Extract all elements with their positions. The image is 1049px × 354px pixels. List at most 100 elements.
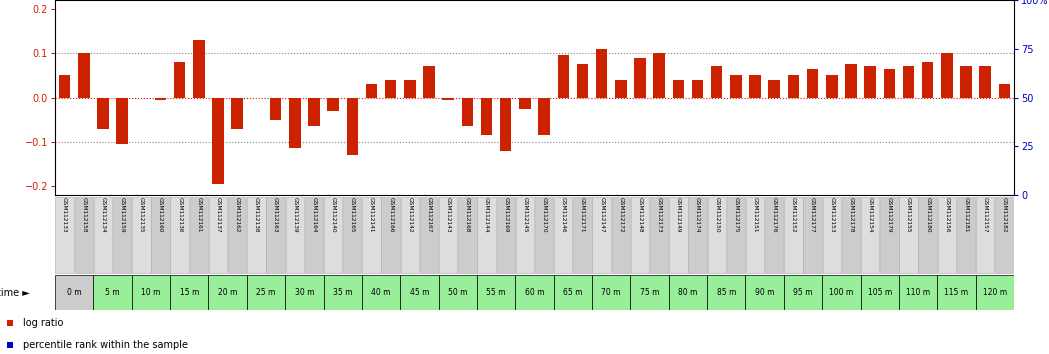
Text: GSM112179: GSM112179 <box>886 198 892 233</box>
Bar <box>458 196 476 273</box>
Bar <box>672 80 684 97</box>
Bar <box>845 64 857 97</box>
Point <box>440 106 456 112</box>
Text: GSM112169: GSM112169 <box>504 198 508 233</box>
Text: 10 m: 10 m <box>142 288 160 297</box>
Text: GSM112153: GSM112153 <box>830 198 834 233</box>
Bar <box>612 196 630 273</box>
Point <box>210 173 227 178</box>
Bar <box>707 275 746 310</box>
Bar <box>500 97 512 151</box>
Text: GSM112158: GSM112158 <box>81 198 86 233</box>
Bar <box>976 196 994 273</box>
Bar <box>285 275 323 310</box>
Bar <box>519 97 531 109</box>
Point <box>862 59 879 65</box>
Bar <box>593 196 611 273</box>
Point <box>939 59 956 65</box>
Bar <box>691 80 703 97</box>
Text: 45 m: 45 m <box>410 288 429 297</box>
Bar <box>171 196 189 273</box>
Bar <box>270 97 281 120</box>
Text: 70 m: 70 m <box>601 288 621 297</box>
Bar <box>193 40 205 97</box>
Bar <box>385 80 397 97</box>
Text: GSM112144: GSM112144 <box>484 198 489 233</box>
Text: 5 m: 5 m <box>105 288 120 297</box>
Point <box>958 50 975 56</box>
Bar <box>496 196 515 273</box>
Point <box>708 63 725 69</box>
Bar <box>880 196 899 273</box>
Bar <box>826 75 837 97</box>
Text: GSM112148: GSM112148 <box>638 198 642 233</box>
Bar <box>727 196 745 273</box>
Bar <box>308 97 320 126</box>
Point <box>459 118 476 124</box>
Bar <box>346 97 358 155</box>
Point <box>842 50 859 56</box>
Bar <box>443 97 454 100</box>
Text: GSM112138: GSM112138 <box>254 198 259 233</box>
Bar <box>382 196 400 273</box>
Point <box>631 40 648 46</box>
Point <box>574 59 591 65</box>
Bar <box>55 275 93 310</box>
Text: GSM112174: GSM112174 <box>695 198 700 233</box>
Text: 65 m: 65 m <box>563 288 582 297</box>
Bar <box>285 196 304 273</box>
Bar <box>749 75 761 97</box>
Bar <box>401 196 419 273</box>
Point <box>766 56 783 61</box>
Point <box>286 124 303 130</box>
Bar <box>654 53 665 97</box>
Bar <box>113 196 131 273</box>
Text: GSM112178: GSM112178 <box>849 198 854 233</box>
Bar <box>976 275 1014 310</box>
Bar <box>304 196 323 273</box>
Text: 115 m: 115 m <box>944 288 968 297</box>
Point <box>747 69 764 75</box>
Text: GSM112163: GSM112163 <box>273 198 278 233</box>
Text: GSM112152: GSM112152 <box>791 198 796 233</box>
Bar <box>807 69 818 97</box>
Bar <box>746 275 784 310</box>
Text: log ratio: log ratio <box>23 318 63 328</box>
Point <box>402 59 419 65</box>
Text: GSM112142: GSM112142 <box>407 198 412 233</box>
Point <box>728 54 745 59</box>
Bar <box>804 196 821 273</box>
Text: GSM112135: GSM112135 <box>138 198 144 233</box>
Bar <box>462 97 473 126</box>
Bar <box>769 80 780 97</box>
Bar <box>248 196 265 273</box>
Text: 15 m: 15 m <box>179 288 199 297</box>
Bar <box>480 97 492 135</box>
Text: GSM112173: GSM112173 <box>657 198 662 233</box>
Bar <box>577 64 588 97</box>
Text: 50 m: 50 m <box>448 288 468 297</box>
Text: GSM112140: GSM112140 <box>330 198 336 233</box>
Point <box>689 21 706 26</box>
Point <box>229 67 245 73</box>
Bar <box>980 67 991 97</box>
Text: 55 m: 55 m <box>487 288 506 297</box>
Bar <box>746 196 765 273</box>
Text: GSM112160: GSM112160 <box>158 198 163 233</box>
Bar <box>765 196 784 273</box>
Bar <box>155 97 166 100</box>
Point <box>555 52 572 57</box>
Bar <box>366 84 378 97</box>
Bar <box>190 196 208 273</box>
Bar <box>209 196 228 273</box>
Bar <box>615 80 626 97</box>
Point <box>497 136 514 141</box>
Bar <box>785 196 802 273</box>
Bar <box>788 75 799 97</box>
Bar <box>937 275 976 310</box>
Bar <box>899 275 937 310</box>
Bar <box>423 67 434 97</box>
Point <box>900 48 917 53</box>
Point <box>363 81 380 87</box>
Bar <box>93 196 112 273</box>
